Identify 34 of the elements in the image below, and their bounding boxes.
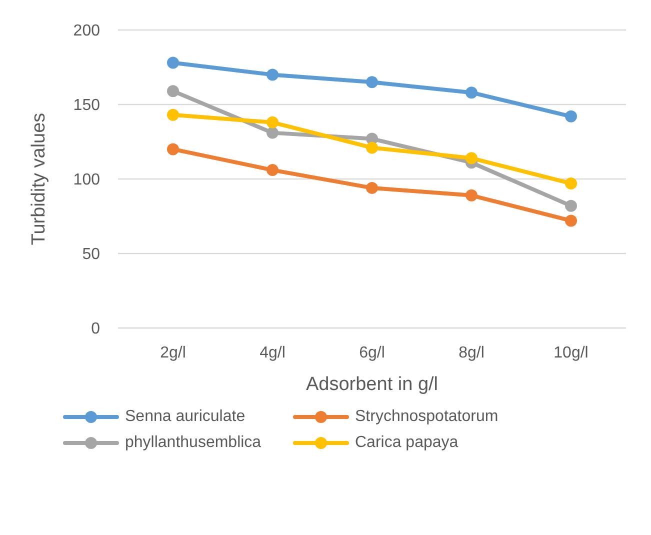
point xyxy=(366,182,378,194)
point xyxy=(167,85,179,98)
point xyxy=(366,76,378,88)
y-tick-label: 200 xyxy=(73,22,100,40)
x-tick-label: 8g/l xyxy=(458,344,484,362)
y-tick-label: 150 xyxy=(73,97,100,114)
point xyxy=(266,116,278,128)
point xyxy=(565,110,577,122)
point xyxy=(565,214,577,227)
point xyxy=(266,126,278,139)
point xyxy=(167,108,179,121)
point xyxy=(565,177,577,190)
legend-label: Senna auriculate xyxy=(125,408,246,426)
legend-label: Carica papaya xyxy=(355,434,458,452)
x-tick-label: 4g/l xyxy=(260,344,286,362)
point xyxy=(266,164,278,176)
legend-label: Strychnospotatorum xyxy=(355,408,498,426)
x-tick-label: 10g/l xyxy=(554,344,588,362)
x-axis-title: Adsorbent in g/l xyxy=(306,374,438,395)
x-tick-label: 6g/l xyxy=(359,344,385,362)
point xyxy=(366,142,378,154)
y-tick-label: 50 xyxy=(82,246,100,264)
point xyxy=(266,68,278,81)
point xyxy=(466,86,478,99)
y-tick-label: 100 xyxy=(73,172,100,189)
legend-label: phyllanthusemblica xyxy=(125,434,262,452)
x-tick-label: 2g/l xyxy=(160,344,186,362)
point xyxy=(167,56,179,69)
y-tick-label: 0 xyxy=(91,320,100,338)
point xyxy=(167,143,179,156)
point xyxy=(466,189,478,202)
point xyxy=(466,152,478,164)
y-axis-title: Turbidity values xyxy=(28,112,50,246)
point xyxy=(565,200,577,212)
